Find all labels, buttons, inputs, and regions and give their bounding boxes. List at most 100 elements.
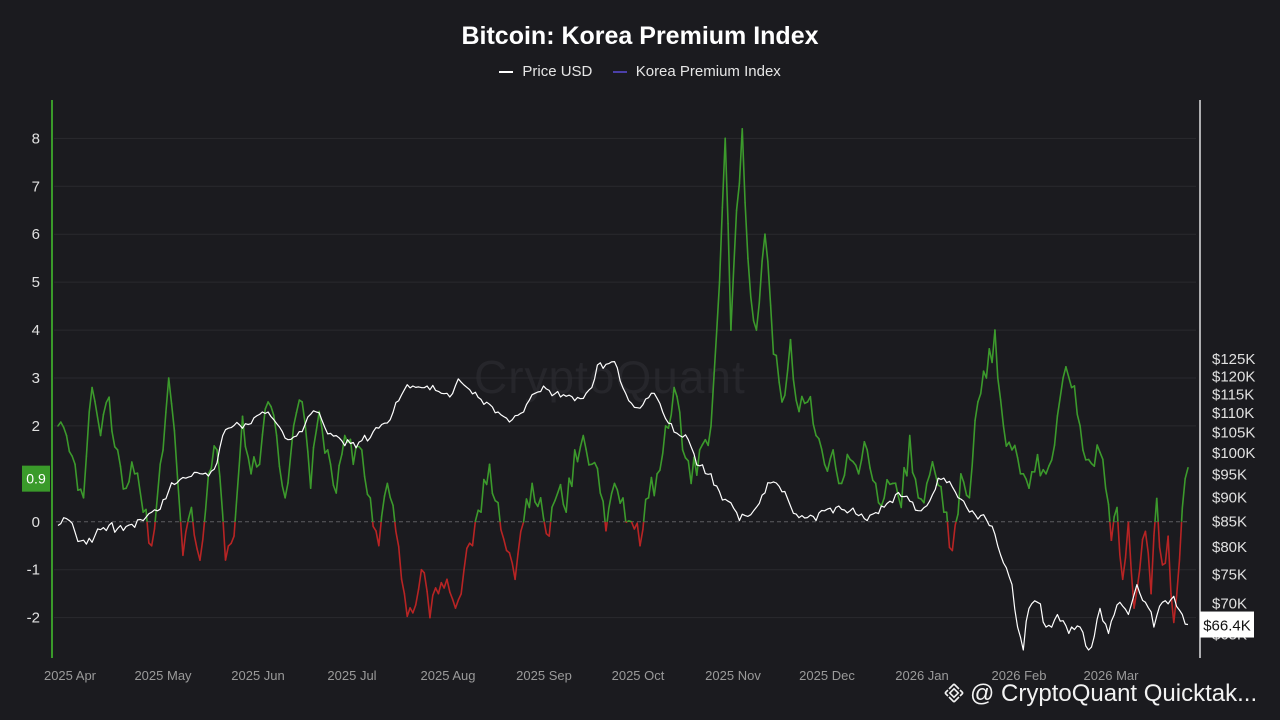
premium-segment xyxy=(88,386,93,413)
premium-segment xyxy=(681,449,687,459)
premium-segment xyxy=(869,467,874,482)
premium-segment xyxy=(1155,497,1159,522)
premium-segment xyxy=(792,378,797,402)
premium-segment xyxy=(292,411,298,427)
premium-segment xyxy=(412,604,417,614)
premium-segment xyxy=(182,531,187,557)
premium-segment xyxy=(522,498,528,523)
premium-segment xyxy=(1014,444,1019,459)
premium-segment xyxy=(264,401,269,410)
premium-segment xyxy=(602,501,606,522)
premium-segment xyxy=(179,521,184,556)
premium-segment xyxy=(213,445,218,451)
legend-item-price[interactable]: Price USD xyxy=(499,63,592,80)
premium-segment xyxy=(74,463,79,492)
premium-segment xyxy=(1022,472,1027,481)
premium-segment xyxy=(1076,413,1081,427)
premium-segment xyxy=(826,457,832,472)
premium-segment xyxy=(1099,451,1104,461)
premium-segment xyxy=(781,394,786,403)
x-tick-4: 2025 Aug xyxy=(421,668,476,683)
premium-segment xyxy=(502,538,508,552)
right-tick-7: $90K xyxy=(1212,489,1247,506)
premium-segment xyxy=(1178,521,1183,561)
right-tick-2: $115K xyxy=(1212,386,1254,403)
premium-segment xyxy=(449,591,454,601)
premium-segment xyxy=(1016,457,1022,475)
premium-segment xyxy=(1093,444,1098,467)
premium-segment xyxy=(630,521,636,530)
premium-segment xyxy=(1059,377,1064,399)
right-tick-8: $85K xyxy=(1212,514,1247,531)
premium-segment xyxy=(1107,504,1111,522)
premium-segment xyxy=(352,445,357,466)
premium-segment xyxy=(1117,521,1121,556)
premium-segment xyxy=(466,542,471,550)
premium-segment xyxy=(639,528,644,547)
premium-segment xyxy=(710,377,715,427)
premium-segment xyxy=(517,530,522,555)
premium-segment xyxy=(360,449,366,478)
premium-segment xyxy=(184,521,189,533)
premium-segment xyxy=(1130,569,1135,609)
right-tick-9: $80K xyxy=(1212,539,1247,556)
premium-segment xyxy=(111,430,116,448)
premium-segment xyxy=(994,329,999,379)
premium-segment xyxy=(1110,521,1115,542)
premium-segment xyxy=(784,369,789,397)
premium-segment xyxy=(176,473,181,515)
premium-segment xyxy=(627,520,633,523)
x-tick-5: 2025 Sep xyxy=(516,668,572,683)
premium-segment xyxy=(1119,554,1124,581)
premium-segment xyxy=(338,453,343,467)
premium-segment xyxy=(1147,552,1152,595)
premium-segment xyxy=(156,463,162,498)
premium-segment xyxy=(531,482,536,503)
premium-segment xyxy=(755,302,761,331)
premium-segment xyxy=(551,500,556,508)
x-tick-8: 2025 Dec xyxy=(799,668,855,683)
premium-segment xyxy=(863,441,868,451)
premium-segment xyxy=(1079,425,1084,451)
premium-segment xyxy=(403,592,409,618)
premium-segment xyxy=(565,477,570,514)
premium-segment xyxy=(840,474,846,485)
premium-segment xyxy=(758,260,763,304)
premium-segment xyxy=(272,414,278,437)
premium-segment xyxy=(1062,366,1067,379)
x-tick-3: 2025 Jul xyxy=(327,668,376,683)
premium-segment xyxy=(397,545,403,580)
premium-segment xyxy=(210,445,215,470)
premium-segment xyxy=(906,434,911,477)
premium-segment xyxy=(281,484,286,499)
premium-segment xyxy=(1180,507,1184,522)
premium-segment xyxy=(667,413,673,430)
premium-segment xyxy=(378,521,382,546)
premium-segment xyxy=(321,428,326,454)
premium-segment xyxy=(380,516,383,522)
premium-segment xyxy=(278,465,284,487)
premium-segment xyxy=(139,492,144,514)
premium-segment xyxy=(616,489,621,505)
footer-credit: @ CryptoQuant Quicktak... xyxy=(944,680,1257,708)
premium-segment xyxy=(247,456,252,475)
premium-segment xyxy=(454,599,460,609)
premium-segment xyxy=(622,497,627,522)
premium-segment xyxy=(1173,594,1178,624)
premium-segment xyxy=(520,521,525,532)
premium-segment xyxy=(610,482,616,495)
premium-segment xyxy=(809,395,815,425)
premium-segment xyxy=(670,386,675,416)
premium-segment xyxy=(99,413,105,437)
x-tick-9: 2026 Jan xyxy=(895,668,949,683)
right-tick-5: $100K xyxy=(1212,445,1255,462)
premium-segment xyxy=(721,137,727,209)
premium-segment xyxy=(596,467,602,494)
premium-segment xyxy=(363,475,369,496)
premium-segment xyxy=(542,517,545,522)
premium-segment xyxy=(730,267,735,331)
right-tick-11: $70K xyxy=(1212,595,1247,612)
legend-item-premium[interactable]: Korea Premium Index xyxy=(612,63,781,80)
premium-segment xyxy=(778,381,783,403)
